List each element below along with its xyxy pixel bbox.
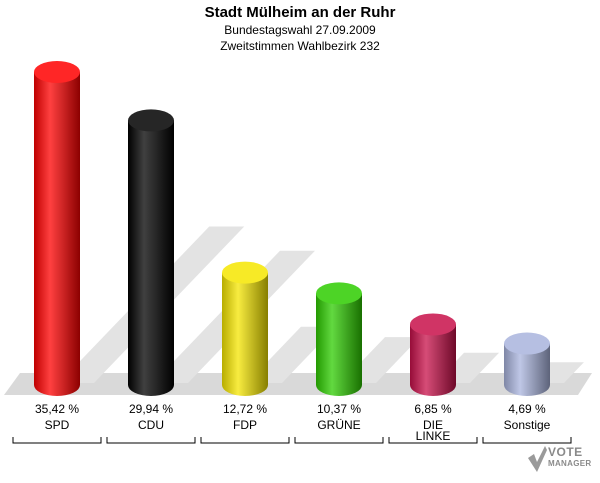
category-bracket-cdu [106,437,196,444]
value-label-fdp: 12,72 % [223,402,267,416]
category-label-spd: SPD [45,418,70,432]
bar-shadow-fdp [247,326,336,383]
bar-spd [34,72,80,396]
votemanager-logo: VOTE MANAGER [526,442,600,478]
category-bracket-sonstige [482,437,572,444]
category-label-fdp: FDP [233,418,257,432]
chart-subtitle-2: Zweitstimmen Wahlbezirk 232 [220,39,380,53]
bar-gr-ne [316,293,362,396]
category-bracket-fdp [200,437,290,444]
category-bracket-gr-ne [294,437,384,444]
bar-die-linke [410,324,456,396]
bar-top-cdu [128,109,174,132]
bar-top-fdp [222,261,268,284]
bar-top-sonstige [504,332,550,355]
value-label-spd: 35,42 % [35,402,79,416]
bar-top-die-linke [410,313,456,336]
chart-title: Stadt Mülheim an der Ruhr [204,4,396,21]
logo-text-manager: MANAGER [548,459,592,468]
bar-fdp [222,272,268,396]
bars [34,61,550,396]
category-brackets [12,437,572,444]
value-label-sonstige: 4,69 % [508,402,546,416]
value-label-gr-ne: 10,37 % [317,402,361,416]
category-label-die-linke-1: DIE [423,418,443,432]
category-label-cdu: CDU [138,418,164,432]
category-bracket-spd [12,437,102,444]
category-label-gr-ne: GRÜNE [317,418,360,432]
logo-text-vote: VOTE [548,445,583,459]
value-label-die-linke: 6,85 % [414,402,452,416]
category-bracket-die-linke [388,437,478,444]
category-label-sonstige: Sonstige [504,418,551,432]
check-mark-icon [528,446,547,472]
category-label-die-linke-2: LINKE [416,429,451,443]
bar-top-spd [34,61,80,83]
chart-subtitle: Bundestagswahl 27.09.2009 [224,23,376,37]
bar-labels: 35,42 % SPD 29,94 % CDU 12,72 % FDP 10,37 % GRÜ… [35,402,551,443]
bar-cdu [128,120,174,396]
value-label-cdu: 29,94 % [129,402,173,416]
bar-top-gr-ne [316,282,362,305]
bar-sonstige [504,343,550,396]
chart-titles: Stadt Mülheim an der Ruhr Bundestagswahl… [0,4,600,54]
